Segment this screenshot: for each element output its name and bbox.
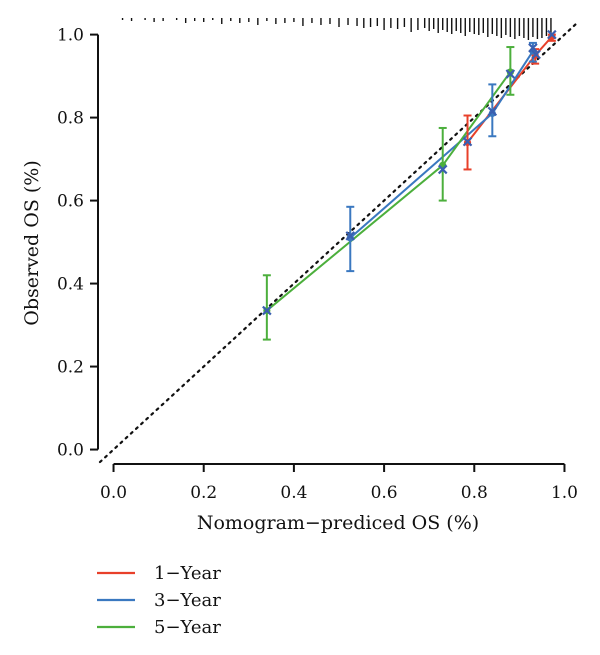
cross-mark	[437, 164, 448, 175]
x-tick-label: 1.0	[551, 483, 578, 503]
reference-diagonal	[98, 21, 580, 464]
y-tick-label: 0.2	[57, 358, 84, 378]
legend: 1−Year 3−Year 5−Year	[97, 563, 221, 638]
legend-label: 1−Year	[154, 563, 221, 584]
cross-mark	[462, 136, 473, 147]
y-tick-label: 0.8	[57, 109, 84, 129]
rug-marks	[121, 18, 552, 40]
cross-mark	[528, 43, 538, 53]
cross-mark	[262, 305, 272, 316]
cross-mark	[531, 49, 541, 60]
cross-markers	[262, 29, 557, 316]
x-tick-label: 0.2	[190, 483, 217, 503]
x-tick-label: 0.8	[461, 483, 488, 503]
x-tick-label: 0.6	[371, 483, 398, 503]
legend-label: 5−Year	[154, 617, 221, 638]
y-tick-label: 0.0	[57, 441, 84, 461]
series-line-3	[266, 71, 512, 312]
x-tick-label: 0.0	[100, 483, 127, 503]
legend-label: 3−Year	[154, 590, 221, 611]
cross-mark	[345, 231, 356, 241]
cross-mark	[487, 106, 498, 117]
x-tick-label: 0.4	[280, 483, 307, 503]
cross-mark	[547, 29, 557, 40]
y-axis-ticks: 0.0 0.2 0.4 0.6 0.8 1.0	[57, 26, 98, 461]
series-lines	[266, 36, 553, 312]
y-tick-label: 0.4	[57, 275, 84, 295]
x-axis-ticks: 0.0 0.2 0.4 0.6 0.8 1.0	[100, 464, 578, 503]
x-axis-title: Nomogram−prediced OS (%)	[197, 512, 479, 534]
y-tick-label: 1.0	[57, 26, 84, 46]
y-axis-title: Observed OS (%)	[21, 160, 43, 326]
y-tick-label: 0.6	[57, 192, 84, 212]
cross-mark	[505, 69, 516, 79]
